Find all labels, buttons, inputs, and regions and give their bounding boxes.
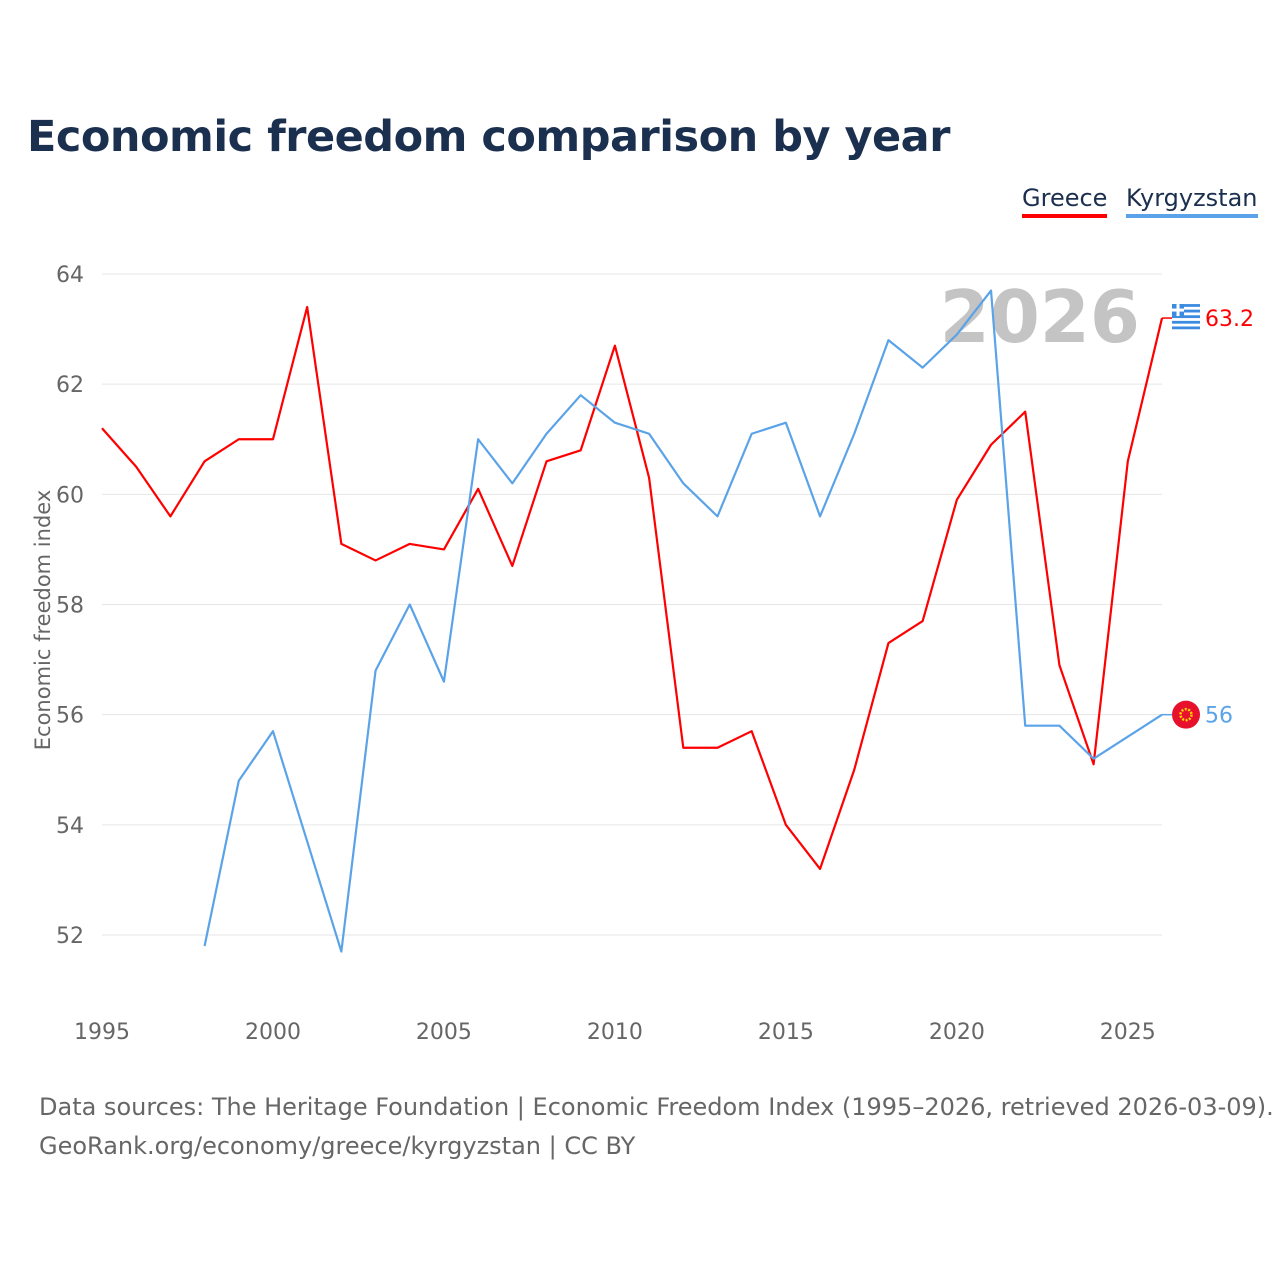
data-point xyxy=(954,497,960,503)
x-tick-label: 2025 xyxy=(1100,1020,1156,1045)
greece-flag-stripe xyxy=(1172,315,1200,319)
greece-flag-stripe xyxy=(1172,304,1200,307)
data-point xyxy=(851,431,857,437)
x-tick-label: 1995 xyxy=(74,1020,130,1045)
data-point xyxy=(578,392,584,398)
source-note: Data sources: The Heritage Foundation | … xyxy=(39,1088,1274,1166)
y-tick-label: 52 xyxy=(56,924,84,949)
data-point xyxy=(817,513,823,519)
data-point xyxy=(270,728,276,734)
data-point xyxy=(612,343,618,349)
kyrgyzstan-flag-icon xyxy=(1172,700,1200,729)
data-point xyxy=(988,442,994,448)
data-point xyxy=(236,778,242,784)
legend-greece[interactable]: Greece xyxy=(1022,184,1108,218)
end-value-label: 63.2 xyxy=(1205,307,1254,332)
data-point xyxy=(749,728,755,734)
data-point xyxy=(441,546,447,552)
data-point xyxy=(441,679,447,685)
data-point xyxy=(544,458,550,464)
data-point xyxy=(680,480,686,486)
data-point xyxy=(885,640,891,646)
series-line-greece xyxy=(101,305,1164,871)
data-point xyxy=(1022,723,1028,729)
y-tick-label: 62 xyxy=(56,373,84,398)
data-point xyxy=(1125,458,1131,464)
x-tick-label: 2010 xyxy=(587,1020,643,1045)
greece-flag-stripe xyxy=(1172,326,1200,330)
data-point xyxy=(783,822,789,828)
data-point xyxy=(680,745,686,751)
data-point xyxy=(988,288,994,294)
data-point xyxy=(817,866,823,872)
data-point xyxy=(646,475,652,481)
legend-kyrgyzstan[interactable]: Kyrgyzstan xyxy=(1126,184,1258,218)
data-point xyxy=(1022,409,1028,415)
kyrgyzstan-flag-sun xyxy=(1179,707,1193,722)
data-point xyxy=(1091,761,1097,767)
data-point xyxy=(920,365,926,371)
y-tick-label: 56 xyxy=(56,704,84,729)
data-point xyxy=(338,541,344,547)
x-tick-label: 2005 xyxy=(416,1020,472,1045)
data-point xyxy=(578,447,584,453)
data-point xyxy=(236,436,242,442)
chart-title: Economic freedom comparison by year xyxy=(27,112,950,162)
x-tick-label: 2015 xyxy=(758,1020,814,1045)
data-point xyxy=(202,943,208,949)
data-point xyxy=(373,668,379,674)
data-point xyxy=(714,513,720,519)
y-axis-label: Economic freedom index xyxy=(31,490,55,751)
data-point xyxy=(714,745,720,751)
x-tick-label: 2020 xyxy=(929,1020,985,1045)
data-point xyxy=(407,602,413,608)
y-tick-label: 54 xyxy=(56,814,84,839)
data-point xyxy=(99,425,105,431)
data-point xyxy=(1091,756,1097,762)
data-point xyxy=(1056,662,1062,668)
data-point xyxy=(407,541,413,547)
source-link[interactable]: GeoRank.org/economy/greece/kyrgyzstan | … xyxy=(39,1132,636,1160)
data-point xyxy=(1125,734,1131,740)
data-point xyxy=(954,332,960,338)
data-point xyxy=(920,618,926,624)
source-line: Data sources: The Heritage Foundation | … xyxy=(39,1093,1274,1121)
data-point xyxy=(509,480,515,486)
data-point xyxy=(1056,723,1062,729)
data-point xyxy=(373,557,379,563)
data-point xyxy=(304,304,310,310)
data-point xyxy=(749,431,755,437)
data-point xyxy=(338,949,344,955)
data-point xyxy=(475,486,481,492)
year-watermark: 2026 xyxy=(940,275,1140,359)
y-tick-label: 64 xyxy=(56,263,84,288)
data-point xyxy=(133,464,139,470)
data-point xyxy=(509,563,515,569)
data-point xyxy=(783,420,789,426)
greece-flag-stripe xyxy=(1172,309,1200,313)
data-point xyxy=(646,431,652,437)
y-tick-label: 58 xyxy=(56,594,84,619)
data-point xyxy=(270,436,276,442)
y-tick-label: 60 xyxy=(56,483,84,508)
data-point xyxy=(167,513,173,519)
data-point xyxy=(475,436,481,442)
data-point xyxy=(304,838,310,844)
greece-flag-cross xyxy=(1176,304,1180,317)
end-value-label: 56 xyxy=(1205,704,1233,729)
data-point xyxy=(612,420,618,426)
series-line-kyrgyzstan xyxy=(203,289,1163,953)
data-point xyxy=(885,337,891,343)
x-tick-label: 2000 xyxy=(245,1020,301,1045)
data-point xyxy=(544,431,550,437)
data-point xyxy=(851,767,857,773)
data-point xyxy=(202,458,208,464)
greece-flag-stripe xyxy=(1172,320,1200,324)
